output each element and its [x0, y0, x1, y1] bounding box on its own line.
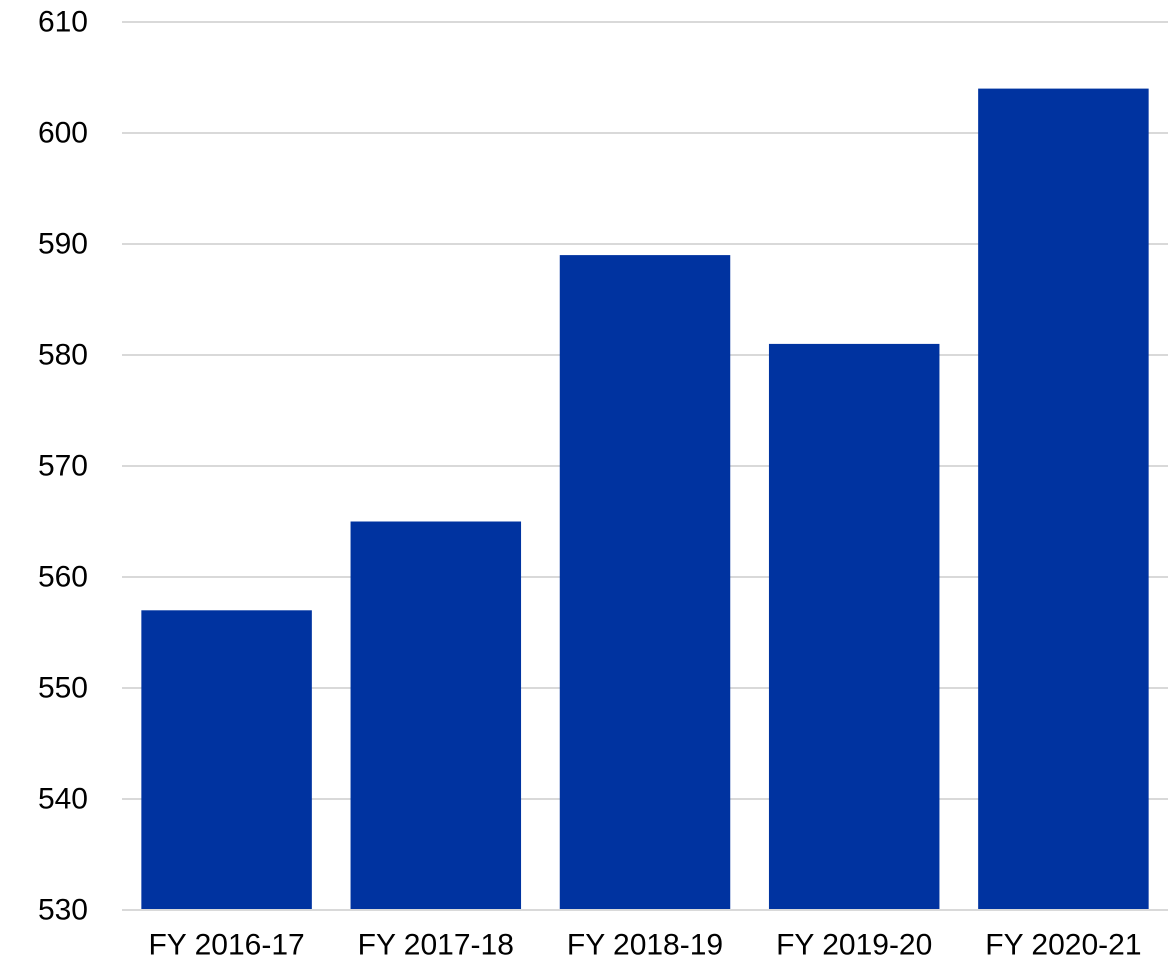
y-tick-label: 560: [38, 561, 88, 594]
x-axis-tick-labels: FY 2016-17 FY 2017-18 FY 2018-19 FY 2019-20…: [148, 929, 1141, 962]
x-tick-label: FY 2019-20: [776, 929, 932, 962]
y-axis-tick-labels: 530 540 550 560 570 580 590 600 610: [38, 6, 88, 927]
y-tick-label: 590: [38, 228, 88, 261]
x-tick-label: FY 2020-21: [985, 929, 1141, 962]
bar-fy-2017-18: [350, 521, 522, 910]
y-tick-label: 610: [38, 6, 88, 39]
y-tick-label: 550: [38, 672, 88, 705]
y-tick-label: 580: [38, 339, 88, 372]
x-tick-label: FY 2018-19: [567, 929, 723, 962]
bar-fy-2016-17: [141, 610, 312, 910]
y-tick-label: 570: [38, 450, 88, 483]
y-tick-label: 600: [38, 117, 88, 150]
bars: [141, 88, 1149, 911]
x-tick-label: FY 2016-17: [148, 929, 304, 962]
y-tick-label: 540: [38, 783, 88, 816]
bar-fy-2018-19: [559, 255, 731, 911]
x-tick-label: FY 2017-18: [358, 929, 514, 962]
bar-fy-2020-21: [978, 88, 1149, 911]
bar-fy-2019-20: [768, 343, 940, 910]
y-tick-label: 530: [38, 894, 88, 927]
